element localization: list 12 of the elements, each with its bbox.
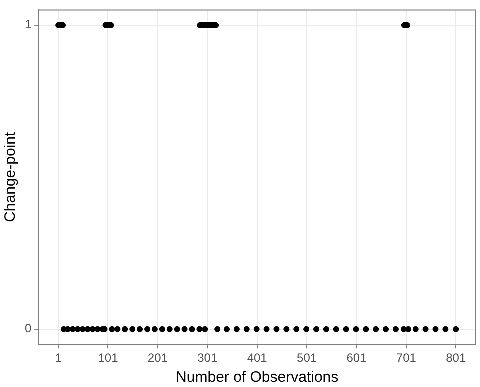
x-tick-label: 601 (346, 351, 368, 366)
x-tick-label: 101 (98, 351, 119, 366)
x-tick-label: 501 (297, 351, 318, 366)
x-tick-label: 801 (446, 351, 466, 366)
y-tick-label: 0 (24, 322, 32, 336)
x-tick-label: 701 (396, 351, 417, 366)
x-tick-label: 401 (247, 351, 268, 366)
x-tick-label: 1 (55, 351, 62, 366)
y-axis-title: Change-point (2, 132, 20, 222)
x-tick-label: 301 (198, 351, 218, 366)
x-axis-title: Number of Observations (176, 369, 339, 386)
x-tick-label: 201 (148, 351, 168, 366)
